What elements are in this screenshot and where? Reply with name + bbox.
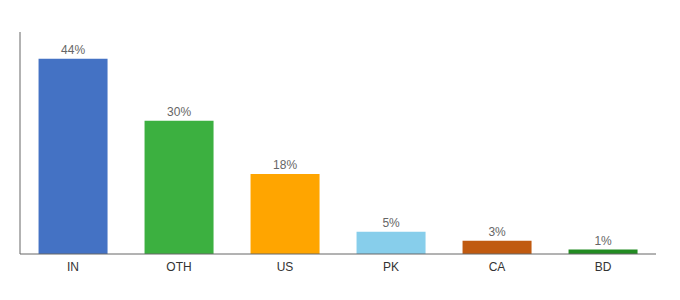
svg-text:44%: 44%: [61, 43, 85, 57]
svg-text:BD: BD: [595, 260, 612, 274]
svg-text:IN: IN: [67, 260, 79, 274]
svg-text:OTH: OTH: [166, 260, 191, 274]
svg-text:5%: 5%: [382, 216, 400, 230]
svg-text:PK: PK: [383, 260, 399, 274]
svg-text:3%: 3%: [488, 225, 506, 239]
svg-text:18%: 18%: [273, 158, 297, 172]
svg-text:CA: CA: [489, 260, 506, 274]
svg-text:30%: 30%: [167, 105, 191, 119]
svg-text:US: US: [277, 260, 294, 274]
svg-text:1%: 1%: [594, 234, 612, 248]
